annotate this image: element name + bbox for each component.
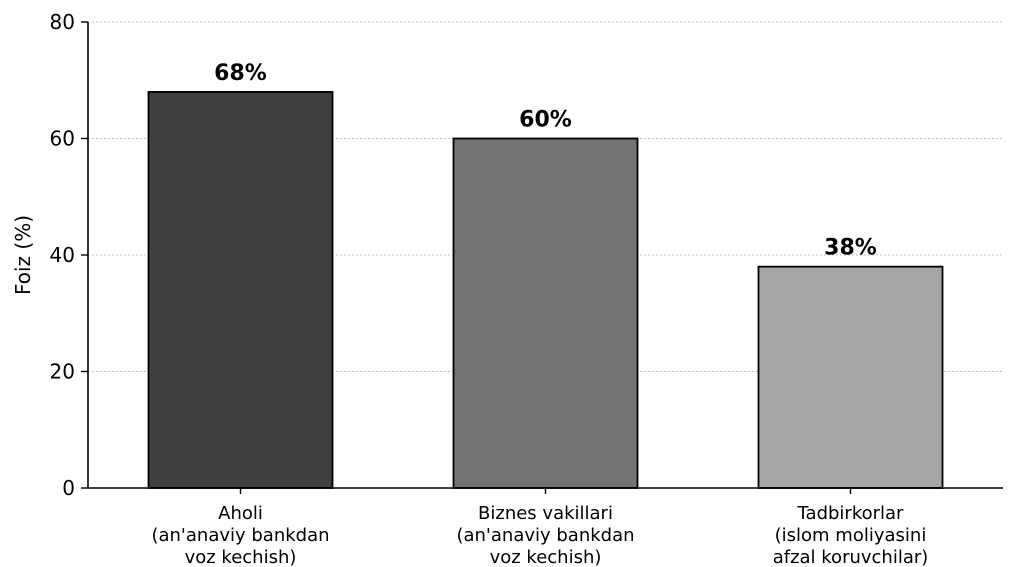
bar: [757, 265, 944, 489]
data-label: 38%: [824, 236, 877, 261]
y-axis-title: Foiz (%): [11, 215, 35, 295]
bars: [147, 91, 944, 489]
x-tick-label: Biznes vakillari: [478, 503, 613, 524]
y-tick-label: 0: [62, 476, 75, 500]
x-tick-label: Aholi: [218, 503, 263, 524]
data-label: 68%: [214, 61, 267, 86]
y-tick-label: 40: [50, 243, 75, 267]
x-tick-label: voz kechish): [185, 547, 297, 567]
x-tick-label: (an'anaviy bankdan: [456, 525, 634, 546]
x-tick-label: voz kechish): [490, 547, 602, 567]
x-tick-label: Tadbirkorlar: [797, 503, 905, 524]
data-label: 60%: [519, 108, 572, 133]
x-tick-label: afzal koruvchilar): [773, 547, 929, 567]
y-tick-label: 60: [50, 127, 75, 151]
x-tick-label: (an'anaviy bankdan: [151, 525, 329, 546]
y-tick-label: 80: [50, 10, 75, 34]
data-labels: 68% 60% 38%: [214, 61, 877, 261]
y-tick-label: 20: [50, 360, 75, 384]
y-ticks: 0 20 40 60 80: [50, 10, 88, 500]
bar: [147, 91, 334, 489]
x-tick-label: (islom moliyasini: [775, 525, 927, 546]
bar: [452, 137, 639, 489]
